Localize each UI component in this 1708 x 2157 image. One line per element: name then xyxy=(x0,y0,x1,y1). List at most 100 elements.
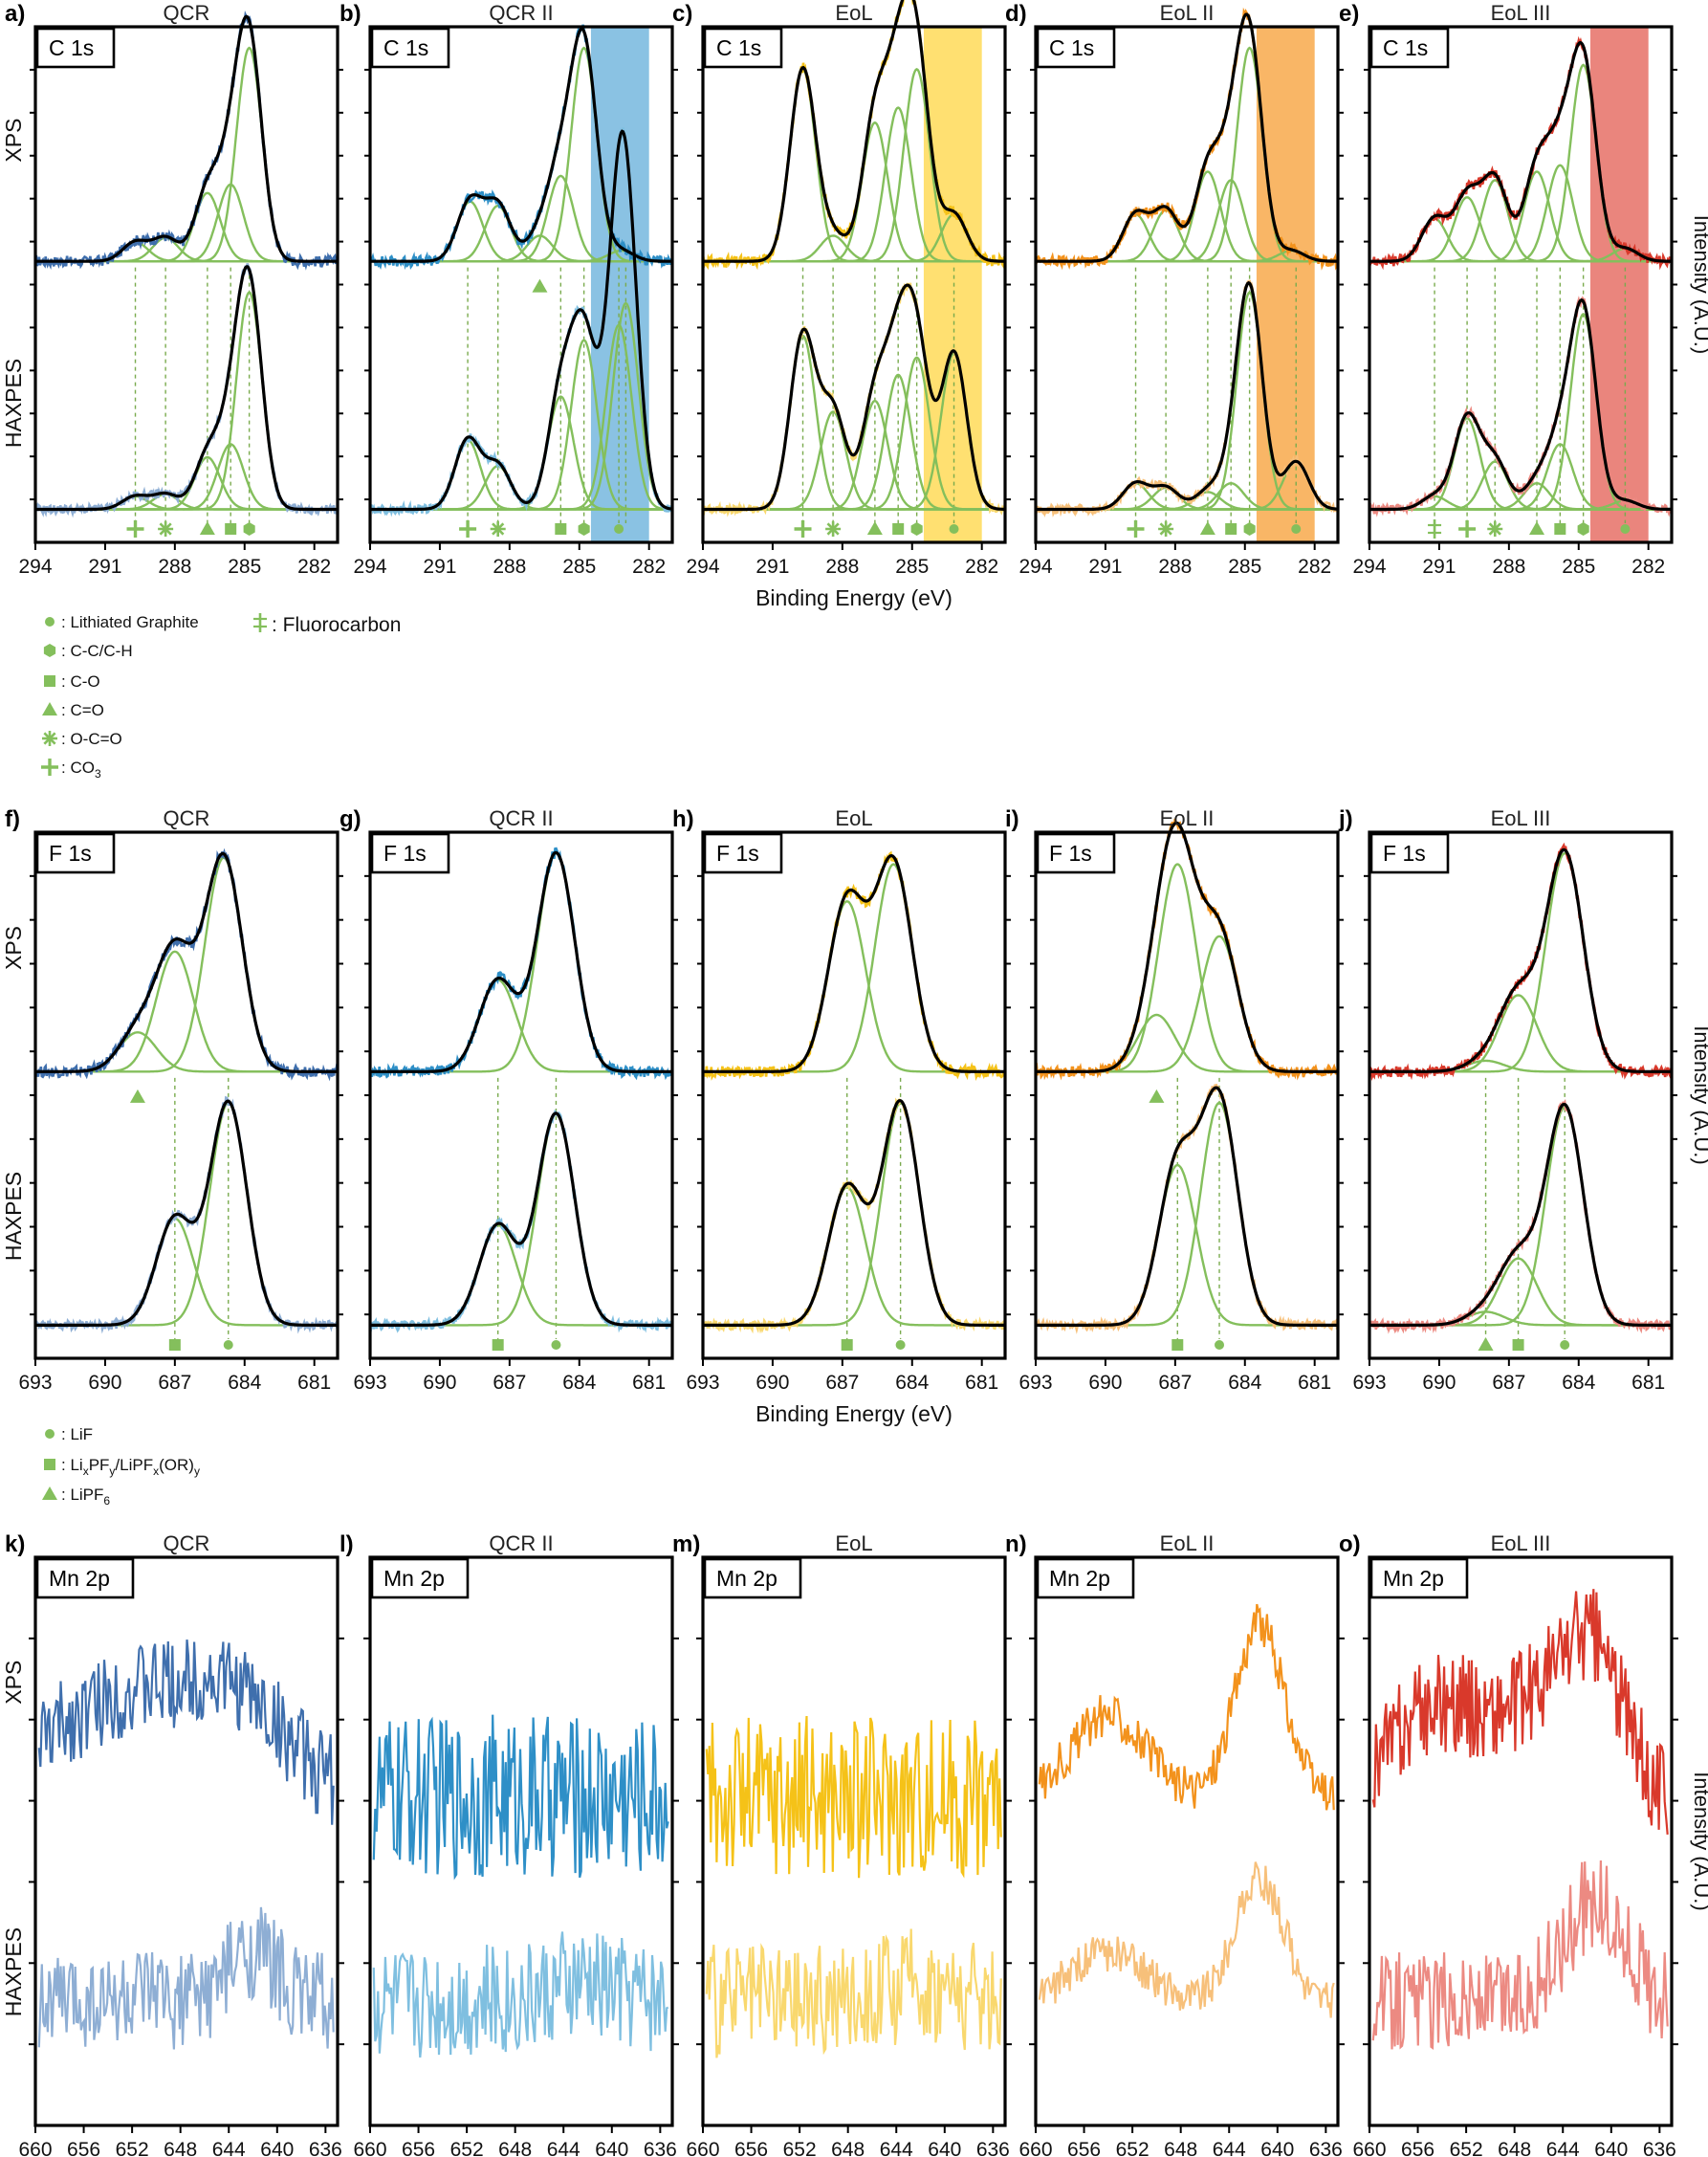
plot-frame xyxy=(33,25,339,544)
fit-component xyxy=(35,46,337,263)
core-level-label: F 1s xyxy=(1383,841,1426,866)
core-level-box xyxy=(1369,27,1450,69)
fit-envelope xyxy=(1036,1086,1338,1327)
fit-envelope xyxy=(35,14,337,263)
plot-frame xyxy=(701,1555,1007,2127)
xps-spectrum xyxy=(372,1714,669,1881)
panel-letter: k) xyxy=(5,1531,25,1557)
x-tick-label: 636 xyxy=(1643,2139,1676,2157)
legend-label: : C-C/C-H xyxy=(61,642,133,660)
raw-spectrum xyxy=(34,263,339,518)
raw-spectrum xyxy=(33,847,339,1082)
fit-component xyxy=(1369,1257,1672,1327)
xps-spectrum xyxy=(1371,1589,1669,1835)
core-level-label: C 1s xyxy=(49,35,94,60)
square-marker-icon xyxy=(492,1339,504,1351)
square-marker-icon xyxy=(841,1339,853,1351)
row-label-haxpes: HAXPES xyxy=(1,1172,26,1261)
square-marker-icon xyxy=(168,1339,181,1351)
fit-component xyxy=(35,856,338,1073)
fit-component xyxy=(35,291,337,511)
x-tick-label: 690 xyxy=(755,1372,789,1394)
core-level-box xyxy=(1036,832,1116,874)
x-tick-label: 656 xyxy=(1401,2139,1434,2157)
raw-spectrum xyxy=(1035,279,1339,518)
raw-spectrum xyxy=(368,24,673,271)
triangle-marker-icon xyxy=(1529,521,1545,535)
panel-letter: g) xyxy=(339,806,361,832)
plot-frame xyxy=(1368,1555,1674,2127)
panel-g: 693 690 687 684 681 F 1s g) QCR II xyxy=(339,806,678,1394)
asterisk-marker-icon xyxy=(1488,522,1501,536)
core-level-box xyxy=(370,832,450,874)
core-level-label: Mn 2p xyxy=(1383,1566,1444,1591)
core-level-label: C 1s xyxy=(1049,35,1094,60)
row-label-xps: XPS xyxy=(1,119,26,163)
x-tick-label: 288 xyxy=(1492,556,1525,578)
panel-title: QCR xyxy=(164,1531,210,1555)
x-tick-label: 644 xyxy=(212,2139,246,2157)
fit-envelope xyxy=(1369,40,1672,263)
plot-frame xyxy=(1368,830,1674,1360)
x-tick-label: 687 xyxy=(1158,1372,1192,1394)
x-tick-label: 656 xyxy=(1067,2139,1101,2157)
core-level-label: Mn 2p xyxy=(716,1566,777,1591)
x-tick-label: 693 xyxy=(686,1372,719,1394)
raw-spectrum xyxy=(701,1097,1007,1334)
row-label-haxpes: HAXPES xyxy=(1,1927,26,2016)
lithiated-graphite-marker-icon xyxy=(45,1429,55,1439)
fit-component xyxy=(35,1101,338,1327)
core-level-label: Mn 2p xyxy=(49,1566,110,1591)
fit-envelope xyxy=(1036,821,1338,1073)
panel-letter: o) xyxy=(1339,1531,1361,1557)
panel-letter: a) xyxy=(5,1,25,27)
plot-frame xyxy=(33,1555,339,2127)
haxpes-spectrum xyxy=(705,1928,1002,2058)
x-tick-label: 285 xyxy=(1228,556,1261,578)
x-tick-label: 690 xyxy=(88,1372,121,1394)
panel-letter: d) xyxy=(1005,1,1027,27)
fit-envelope xyxy=(703,853,1005,1073)
energy-range-highlight xyxy=(1256,27,1315,542)
fit-envelope xyxy=(35,1099,338,1327)
core-level-box xyxy=(35,832,116,874)
x-tick-label: 648 xyxy=(498,2139,532,2157)
core-level-label: F 1s xyxy=(716,841,759,866)
panel-n: 660 656 652 648 644 640 636 Mn 2p n) EoL II xyxy=(1005,1531,1345,2157)
panel-m: 660 656 652 648 644 640 636 Mn 2p m) EoL xyxy=(672,1531,1012,2157)
x-tick-label: 693 xyxy=(18,1372,52,1394)
x-tick-label: 282 xyxy=(297,556,331,578)
x-tick-label: 285 xyxy=(1562,556,1595,578)
legend-label: : CO3 xyxy=(61,759,101,781)
x-tick-label: 652 xyxy=(1116,2139,1150,2157)
fit-component xyxy=(35,1031,338,1073)
x-tick-label: 288 xyxy=(158,556,191,578)
legend-part: y xyxy=(194,1464,200,1478)
core-level-box xyxy=(703,1557,802,1599)
x-tick-label: 644 xyxy=(1213,2139,1246,2157)
x-tick-label: 294 xyxy=(18,556,52,578)
x-tick-label: 652 xyxy=(1450,2139,1483,2157)
panel-title: EoL xyxy=(835,806,872,830)
fit-component xyxy=(703,900,1005,1073)
raw-spectrum xyxy=(701,850,1006,1082)
x-tick-label: 681 xyxy=(297,1372,331,1394)
x-tick-label: 656 xyxy=(67,2139,100,2157)
legend-f1s: : LiF: LixPFy/LiPFx(OR)y: LiPF6 xyxy=(42,1425,200,1508)
x-axis-label: Binding Energy (eV) xyxy=(755,585,953,610)
x-tick-label: 684 xyxy=(895,1372,929,1394)
fit-envelope xyxy=(370,1112,672,1327)
square-marker-icon xyxy=(44,1459,55,1470)
square-marker-icon xyxy=(1225,523,1237,535)
square-marker-icon xyxy=(555,523,567,535)
panel-letter: c) xyxy=(672,1,692,27)
x-tick-label: 660 xyxy=(1018,2139,1052,2157)
fit-component xyxy=(35,443,337,511)
panel-l: 660 656 652 648 644 640 636 Mn 2p l) QCR II xyxy=(339,1531,679,2157)
lithiated-graphite-marker-icon xyxy=(895,1340,906,1350)
panel-j: 693 690 687 684 681 F 1s j) EoL III xyxy=(1338,806,1677,1394)
plot-frame xyxy=(368,1555,674,2127)
lithiated-graphite-marker-icon xyxy=(614,524,624,534)
fit-envelope xyxy=(35,265,337,512)
